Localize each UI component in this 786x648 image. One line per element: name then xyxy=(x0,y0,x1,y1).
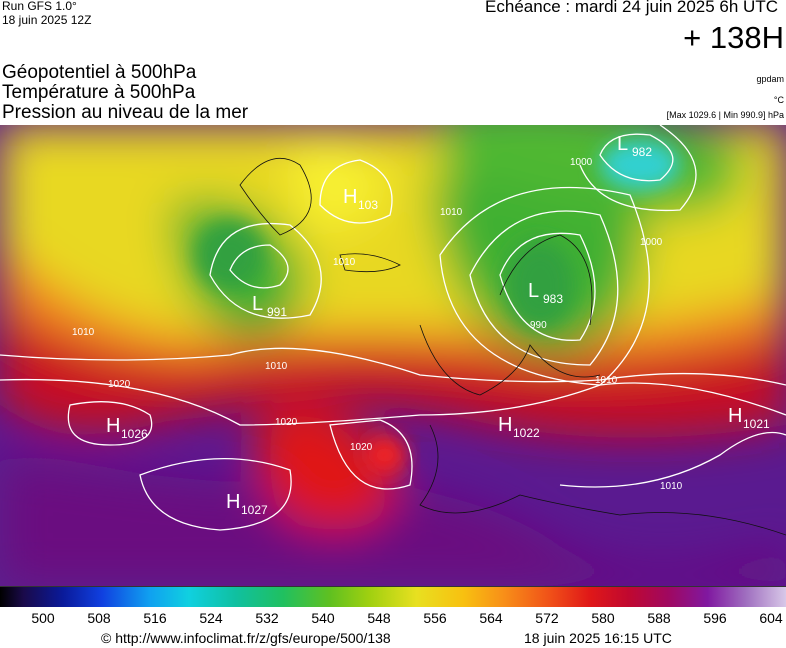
colorbar-ticks: 500 508 516 524 532 540 548 556 564 572 580 588 596 6… xyxy=(31,610,782,630)
isobar-label: 1020 xyxy=(275,417,298,428)
isobar-label: 1010 xyxy=(72,327,95,338)
center-type: H xyxy=(226,491,240,513)
isobar-label: 1010 xyxy=(595,375,618,386)
center-type: L xyxy=(528,280,539,302)
url: © http://www.infoclimat.fr/z/gfs/europe/… xyxy=(101,630,391,646)
colorbar-tick: 604 xyxy=(759,610,783,626)
colorbar-tick: 556 xyxy=(423,610,447,626)
colorbar-tick: 564 xyxy=(479,610,503,626)
colorbar-tick: 532 xyxy=(255,610,279,626)
center-value: 1021 xyxy=(743,417,770,431)
colorbar-tick: 524 xyxy=(199,610,223,626)
center-type: H xyxy=(106,415,120,437)
unit: °C xyxy=(773,95,784,105)
isobar-label: 1000 xyxy=(640,237,663,248)
echeance: Echéance : mardi 24 juin 2025 6h UTC xyxy=(485,0,778,16)
unit: gpdam xyxy=(756,74,784,84)
lead-time: + 138H xyxy=(683,20,784,55)
center-value: 103 xyxy=(358,198,378,212)
center-value: 983 xyxy=(543,292,563,306)
title: Pression au niveau de la mer xyxy=(2,102,249,123)
colorbar-tick: 548 xyxy=(367,610,391,626)
isobar-label: 1020 xyxy=(350,442,373,453)
isobar-label: 1010 xyxy=(265,361,288,372)
unit: [Max 1029.6 | Min 990.9] hPa xyxy=(666,110,784,120)
center-type: L xyxy=(252,293,263,315)
colorbar-tick: 596 xyxy=(703,610,727,626)
colorbar-tick: 572 xyxy=(535,610,559,626)
timestamp: 18 juin 2025 16:15 UTC xyxy=(524,630,672,646)
center-type: L xyxy=(617,133,628,155)
colorbar xyxy=(0,586,786,607)
title: Température à 500hPa xyxy=(2,82,196,103)
center-value: 1027 xyxy=(241,503,268,517)
colorbar-tick: 516 xyxy=(143,610,167,626)
colorbar-tick: 588 xyxy=(647,610,671,626)
run-date: 18 juin 2025 12Z xyxy=(2,13,92,27)
isobar-label: 1010 xyxy=(440,207,463,218)
colorbar-tick: 500 xyxy=(31,610,55,626)
coastlines xyxy=(239,157,786,536)
colorbar-tick: 540 xyxy=(311,610,335,626)
center-value: 1022 xyxy=(513,426,540,440)
run: Run GFS 1.0° xyxy=(2,0,77,13)
center-type: H xyxy=(343,186,357,208)
center-type: H xyxy=(498,414,512,436)
center-value: 982 xyxy=(632,145,652,159)
colorbar-tick: 580 xyxy=(591,610,615,626)
center-value: 1026 xyxy=(121,427,148,441)
colorbar-tick: 508 xyxy=(87,610,111,626)
isobar-label: 1010 xyxy=(333,257,356,268)
center-value: 991 xyxy=(267,305,287,319)
isobar-label: 1000 xyxy=(570,157,593,168)
title: Géopotentiel à 500hPa xyxy=(2,62,197,83)
center-type: H xyxy=(728,405,742,427)
isobars xyxy=(0,125,786,531)
isobar-label: 990 xyxy=(530,320,547,331)
isobar-label: 1010 xyxy=(660,481,683,492)
isobar-label: 1020 xyxy=(108,379,131,390)
